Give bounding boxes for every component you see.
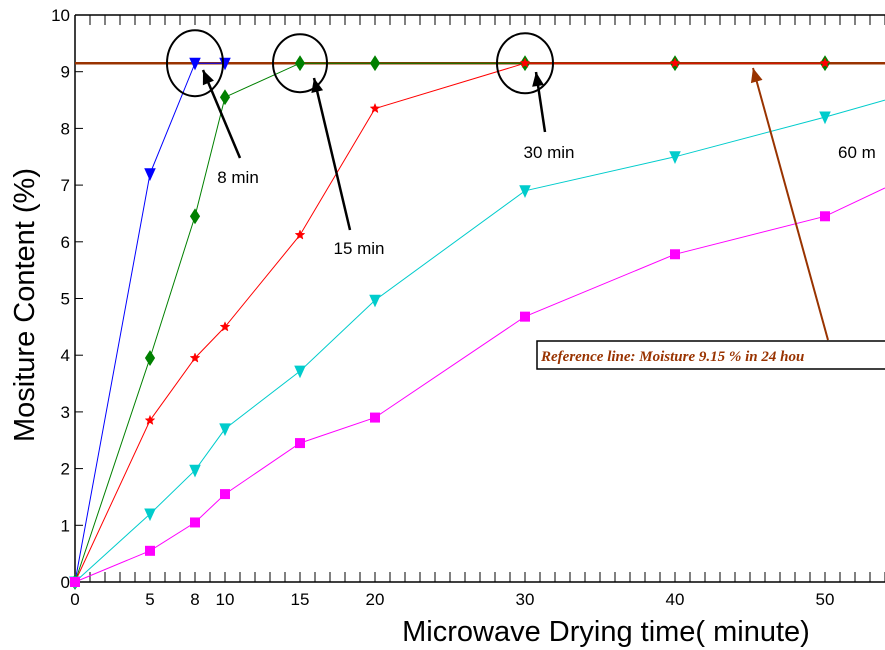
data-point-triangle — [669, 151, 681, 164]
reference-label: Reference line: Moisture 9.15 % in 24 ho… — [540, 349, 804, 365]
arrow-15min — [312, 77, 352, 231]
annotation-label: 15 min — [333, 239, 384, 258]
annotation-circle — [272, 33, 328, 94]
y-tick-label: 0 — [61, 573, 70, 592]
y-tick-label: 7 — [61, 176, 70, 195]
x-tick-label: 5 — [145, 590, 154, 609]
data-point-diamond — [219, 89, 231, 106]
annotation-circle — [166, 29, 224, 98]
data-point-star — [369, 102, 381, 114]
annotation-circle — [496, 32, 554, 95]
data-point-square — [370, 412, 380, 423]
series-line — [74, 187, 885, 583]
arrow-30min-head — [532, 72, 545, 87]
data-point-diamond — [369, 55, 381, 72]
data-point-triangle — [819, 111, 831, 125]
arrow-8min-head — [202, 70, 214, 86]
series-line — [74, 62, 825, 583]
data-point-square — [70, 577, 80, 587]
series-4 — [70, 187, 885, 587]
arrow-8min — [201, 69, 242, 159]
series-2 — [69, 57, 831, 587]
x-axis-title: Microwave Drying time( minute) — [402, 616, 810, 648]
data-point-triangle — [519, 185, 531, 198]
data-point-square — [145, 545, 155, 556]
data-point-star — [294, 229, 306, 240]
data-point-triangle — [369, 294, 381, 308]
arrow-reference — [752, 67, 829, 341]
data-point-square — [220, 489, 230, 500]
data-point-triangle — [144, 168, 156, 181]
series-line — [74, 62, 825, 583]
y-tick-label: 2 — [61, 460, 70, 479]
x-tick-label: 40 — [666, 590, 685, 609]
x-tick-label: 0 — [70, 590, 79, 609]
x-tick-label: 15 — [291, 590, 310, 609]
arrow-15min-head — [311, 78, 324, 94]
data-point-square — [670, 249, 680, 260]
annotation-label: 30 min — [523, 143, 574, 162]
x-tick-label: 50 — [816, 590, 835, 609]
data-point-triangle — [189, 464, 201, 478]
y-axis-title: Mositure Content (%) — [9, 168, 41, 442]
series-group — [69, 55, 885, 590]
axes: 0 5 8 10 15 20 30 40 50 0 1 2 3 4 5 6 7 8 9 10 — [51, 6, 885, 609]
data-point-square — [820, 211, 830, 222]
series-3 — [69, 99, 885, 590]
series-line — [74, 62, 225, 583]
x-tick-label: 8 — [190, 590, 199, 609]
data-point-star — [144, 414, 156, 425]
data-point-square — [520, 311, 530, 322]
x-tick-label: 30 — [516, 590, 535, 609]
data-point-diamond — [189, 208, 201, 225]
annotation-label: 60 m — [838, 143, 876, 162]
y-tick-label: 6 — [61, 233, 70, 252]
data-point-triangle — [219, 423, 231, 437]
data-point-star — [669, 57, 681, 68]
annotations-group: 8 min 15 min 30 min 60 m Reference line: Moi… — [166, 29, 885, 370]
y-tick-label: 8 — [61, 119, 70, 138]
data-point-star — [219, 321, 231, 332]
series-line — [74, 99, 885, 583]
data-point-star — [819, 57, 831, 68]
annotation-label: 8 min — [217, 168, 259, 187]
x-tick-label: 10 — [216, 590, 235, 609]
y-tick-label: 4 — [61, 346, 70, 365]
arrow-reference-head — [750, 68, 763, 84]
data-point-triangle — [294, 365, 306, 379]
data-point-triangle — [144, 508, 156, 522]
series-1 — [69, 55, 831, 590]
y-tick-label: 3 — [61, 403, 70, 422]
x-tick-label: 20 — [366, 590, 385, 609]
y-tick-label: 10 — [51, 6, 70, 25]
data-point-diamond — [294, 55, 306, 72]
data-point-diamond — [144, 350, 156, 366]
y-tick-label: 9 — [61, 63, 70, 82]
y-tick-label: 5 — [61, 290, 70, 309]
y-tick-label: 1 — [61, 516, 70, 535]
data-point-star — [189, 352, 201, 363]
data-point-square — [190, 517, 200, 528]
reference-label-box — [536, 340, 885, 370]
data-point-triangle — [189, 57, 201, 71]
data-point-star — [519, 57, 531, 68]
data-point-square — [295, 438, 305, 449]
